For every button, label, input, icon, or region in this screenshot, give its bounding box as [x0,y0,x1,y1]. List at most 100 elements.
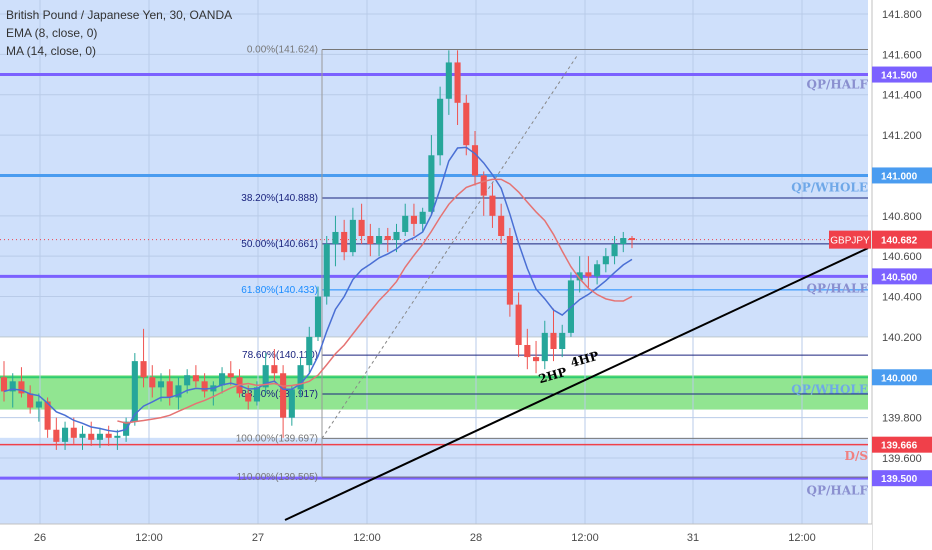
candle-body [149,377,156,388]
candle-body [480,175,487,196]
candle-body [541,332,548,362]
x-tick-label-6: 31 [687,532,699,544]
candle-body [262,365,269,388]
candle-body [628,238,636,241]
fib-label-2: 50.00%(140.661) [241,239,318,250]
candle-body [253,387,260,402]
candle-body [227,373,234,378]
candle-body [306,336,313,366]
x-tick-label-2: 27 [252,532,264,544]
candle-body [332,231,339,245]
candle-body [140,361,147,378]
candle-body [323,244,330,297]
y-tick-label-7: 140.200 [882,332,922,344]
x-tick-label-7: 12:00 [788,532,816,544]
candle-body [341,231,348,253]
last-price-badge-text: 140.682 [881,236,918,247]
candle-body [454,62,461,103]
y-tick-label-1: 141.600 [882,49,922,61]
candle-body [18,381,25,394]
candle-body [175,385,182,398]
candle-body [428,155,435,212]
candle-body [62,427,69,442]
x-tick-label-4: 28 [470,532,482,544]
candle-body [445,62,452,99]
candle-body [524,344,531,358]
candle-body [367,236,374,245]
zone-label-4: D/S [845,449,868,463]
price-badge-0 [872,66,932,83]
zone-label-1: QP/WHOLE [791,181,868,195]
candle-body [27,393,34,408]
last-price-badge [872,230,932,249]
price-badge-text-5: 139.500 [881,474,918,485]
candle-body [506,236,513,305]
fib-label-1: 38.20%(140.888) [241,193,318,204]
candle-body [349,219,356,253]
fib-label-4: 78.60%(140.110) [242,350,318,361]
x-tick-label-1: 12:00 [135,532,163,544]
price-badge-3 [872,369,932,386]
fib-diagonal [321,54,579,439]
candle-body [489,195,496,216]
price-badge-2 [872,268,932,285]
fib-label-5: 88.60%(139.917) [241,389,318,400]
demand-zone [0,375,868,410]
ema-line [3,146,633,433]
indicator-ma-label: MA (14, close, 0) [6,44,97,58]
price-badge-1 [872,167,932,184]
zone-label-3: QP/WHOLE [791,382,868,396]
candle-body [471,145,479,176]
candle-body [79,433,86,438]
x-tick-label-0: 26 [34,532,46,544]
candle-body [114,435,121,438]
candle-body [437,98,444,156]
candle-body [585,272,592,277]
time-axis [0,524,872,550]
candle-body [201,381,208,392]
x-tick-label-5: 12:00 [571,532,599,544]
candle-body [402,215,409,232]
price-badge-4 [872,436,932,453]
y-tick-label-4: 140.800 [882,211,922,223]
candle-body [358,219,365,236]
zone-label-0: QP/HALF [807,78,869,92]
candle-body [53,429,60,442]
y-tick-label-5: 140.600 [882,251,922,263]
candle-body [192,375,199,382]
y-tick-label-8: 139.800 [882,413,922,425]
candle-body [184,375,191,386]
y-tick-label-6: 140.400 [882,292,922,304]
ma-line [117,178,633,424]
candle-body [419,211,426,224]
candle-body [515,304,522,345]
candle-body [533,357,540,362]
x-tick-label-3: 12:00 [353,532,381,544]
trendline [284,247,869,521]
price-badge-text-4: 139.666 [881,441,918,452]
candle-body [594,264,601,277]
symbol-badge-text: GBPJPY [830,236,870,247]
chart-title: British Pound / Japanese Yen, 30, OANDA [6,8,233,22]
fib-label-3: 61.80%(140.433) [241,285,318,296]
candle-body [166,381,173,398]
candle-body [105,433,112,438]
candle-body [498,215,505,236]
fib-label-6: 100.00%(139.697) [236,433,318,444]
candle-body [245,393,252,402]
candle-body [393,231,400,241]
candle-body [96,433,103,440]
symbol-badge [829,230,871,249]
y-tick-label-9: 139.600 [882,453,922,465]
candle-body [463,102,470,146]
candle-body [271,365,278,374]
indicator-ema-label: EMA (8, close, 0) [6,26,98,40]
y-tick-label-2: 141.400 [882,90,922,102]
zone-label-2: QP/HALF [807,281,869,295]
candle-body [602,256,609,265]
candle-body [219,373,226,386]
price-badge-text-2: 140.500 [881,272,918,283]
candle-body [376,236,383,245]
